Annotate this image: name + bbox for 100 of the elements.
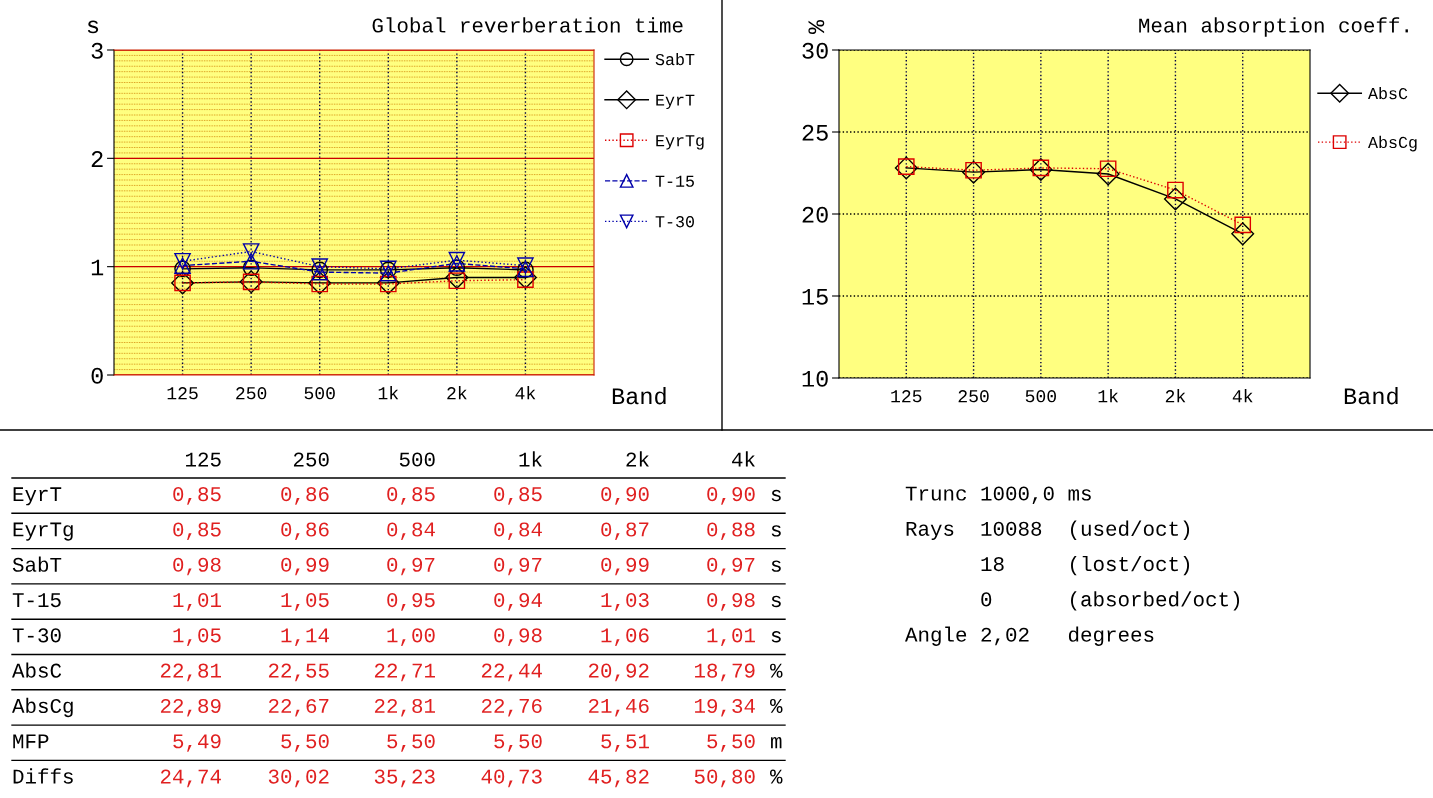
data-label: s: [771, 489, 781, 502]
text: EyrTg: [13, 522, 73, 541]
data-label: 5,50: [494, 734, 542, 752]
category-label: 1k: [519, 451, 542, 467]
point: [242, 243, 260, 260]
data-label: 18,79: [694, 663, 755, 682]
data-label: 24,74: [160, 769, 221, 788]
y-axis-title: %: [808, 19, 825, 35]
data-label: s: [771, 595, 781, 608]
category-label: 4k: [732, 451, 755, 467]
point: [1029, 158, 1053, 182]
text: EyrT: [13, 487, 62, 506]
data-label: 30,02: [268, 769, 329, 788]
y-tick-label: 25: [802, 124, 828, 141]
point: [445, 266, 469, 289]
data-label: 22,81: [374, 698, 435, 717]
point: [1231, 222, 1255, 246]
data-label: 22,67: [268, 698, 329, 717]
text: Diffs: [13, 768, 73, 784]
data-label: 1,05: [281, 593, 329, 611]
data-label: 22,44: [481, 663, 542, 682]
legend-label: AbsCg: [1368, 135, 1417, 152]
text: Trunc 1000,0 ms: [905, 486, 1091, 505]
text: 18 (lost/oct): [981, 555, 1190, 576]
data-label: 5,51: [601, 734, 649, 752]
data-label: s: [771, 631, 781, 643]
category-label: 250: [293, 452, 329, 467]
data-label: 45,82: [588, 769, 649, 788]
chart-title: Mean absorption coeff.: [1139, 17, 1408, 37]
data-label: 1,14: [281, 628, 329, 646]
text: SabT: [12, 556, 62, 572]
data-label: 21,46: [588, 698, 649, 717]
data-label: 1,01: [707, 628, 755, 646]
data-label: 50,80: [694, 769, 755, 788]
x-tick-label: 4k: [515, 386, 536, 400]
data-label: 0,84: [494, 522, 542, 541]
text: T-15: [12, 593, 61, 608]
data-label: %: [770, 663, 783, 678]
x-axis-title: Band: [1344, 386, 1398, 405]
data-label: 1,06: [601, 628, 649, 646]
data-label: %: [770, 698, 783, 713]
legend-label: EyrT: [656, 94, 695, 110]
x-tick-label: 2k: [1165, 389, 1186, 403]
data-label: 22,81: [160, 663, 221, 682]
point: [174, 260, 191, 278]
y-tick-label: 2: [91, 151, 103, 167]
data-label: 0,97: [707, 557, 755, 576]
data-label: 0,84: [387, 522, 435, 541]
chart-title: Global reverberation time: [372, 17, 683, 33]
point: [513, 266, 537, 289]
data-label: 0,98: [494, 628, 542, 646]
data-label: 0,85: [494, 487, 542, 505]
data-label: 40,73: [481, 769, 542, 788]
data-label: s: [771, 560, 781, 572]
data-label: 0,87: [601, 522, 649, 541]
data-label: 0,98: [707, 593, 755, 611]
data-label: 1,00: [387, 628, 435, 646]
category-label: 125: [186, 452, 221, 467]
point: [174, 257, 191, 274]
data-label: 0,86: [281, 522, 329, 541]
data-label: 5,50: [707, 734, 755, 752]
data-label: 22,71: [374, 663, 435, 682]
data-label: 0,85: [173, 487, 221, 505]
data-label: 5,50: [281, 734, 329, 752]
text: MFP: [13, 734, 49, 749]
text: AbsC: [12, 662, 62, 678]
point: [894, 156, 918, 180]
category-label: 500: [399, 452, 435, 467]
data-label: m: [771, 736, 782, 749]
y-axis-title: s: [87, 20, 99, 34]
y-tick-label: 15: [802, 289, 828, 305]
data-label: 0,97: [387, 557, 435, 576]
y-tick-label: 20: [802, 206, 828, 223]
data-label: 22,55: [268, 663, 329, 682]
data-label: 22,89: [160, 698, 221, 717]
data-label: 1,05: [173, 628, 221, 646]
legend-label: T-15: [655, 175, 694, 187]
x-tick-label: 125: [891, 390, 922, 403]
x-tick-label: 1k: [378, 386, 399, 400]
y-tick-label: 3: [91, 42, 103, 59]
text: 0 (absorbed/oct): [981, 591, 1240, 611]
data-label: 0,97: [494, 557, 542, 576]
point: [1163, 187, 1187, 211]
x-tick-label: 4k: [1232, 389, 1253, 403]
data-label: 0,90: [601, 487, 649, 505]
y-tick-label: 10: [802, 370, 828, 387]
category-label: 2k: [626, 451, 649, 467]
data-label: 0,98: [173, 557, 221, 576]
data-label: 0,86: [281, 487, 329, 505]
point: [242, 252, 260, 270]
data-label: 22,76: [481, 698, 542, 717]
data-label: 35,23: [374, 769, 435, 788]
text: T-30: [12, 628, 61, 643]
x-tick-label: 250: [958, 390, 989, 403]
data-label: 1,03: [601, 593, 649, 611]
data-label: %: [770, 769, 783, 784]
text: AbsCg: [12, 697, 73, 718]
x-axis-title: Band: [612, 386, 666, 405]
data-label: 5,50: [387, 734, 435, 752]
legend-label: EyrTg: [656, 135, 704, 150]
